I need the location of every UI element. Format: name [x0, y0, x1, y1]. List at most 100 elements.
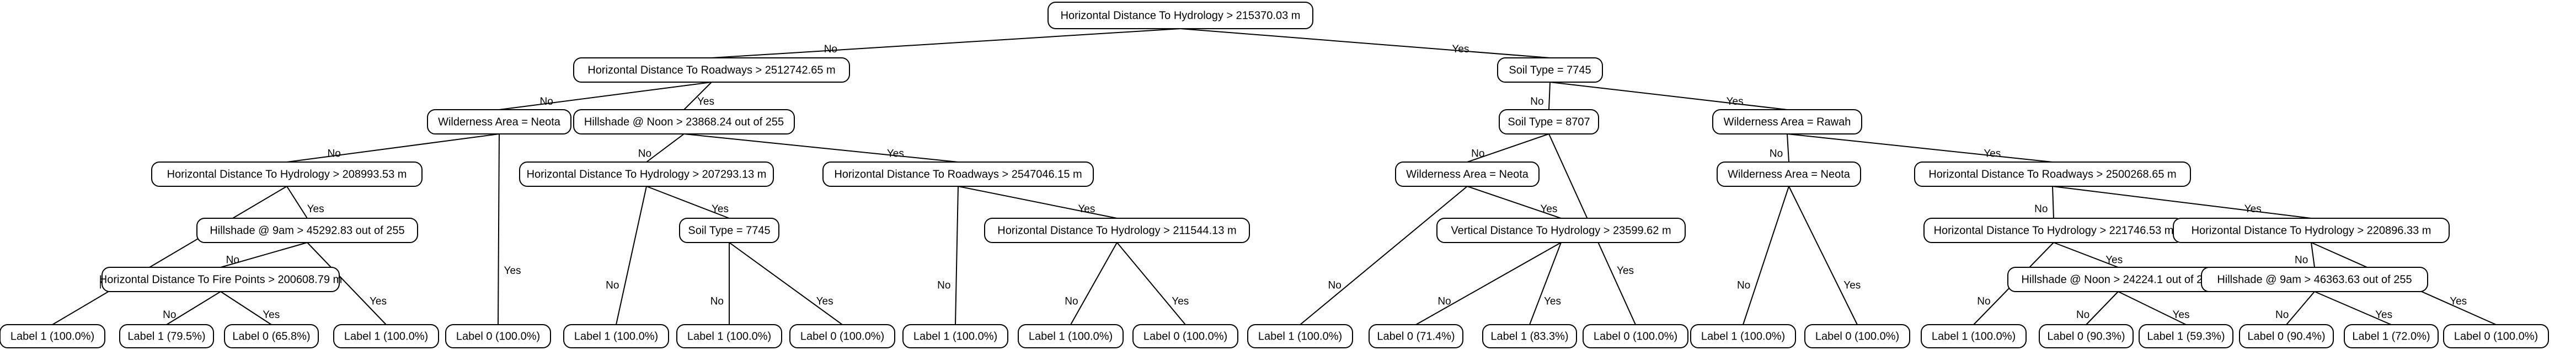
edges-layer: No Yes No Yes No Yes No Yes No Yes No Yes No Yes No Yes… — [52, 28, 2497, 325]
node-label-n18: Horizontal Distance To Hydrology > 22174… — [1934, 224, 2174, 236]
node-box-l12 — [1247, 324, 1353, 348]
edge-label-n15-l14: Yes — [1544, 295, 1561, 307]
edge-n11-l11 — [1116, 242, 1186, 325]
leaf-node-l14: Label 1 (83.3%) — [1482, 324, 1577, 348]
edge-label-n19-l19: No — [2076, 309, 2089, 321]
leaf-node-l1: Label 1 (100.0%) — [0, 324, 105, 348]
node-label-n3: Wilderness Area = Neota — [438, 116, 561, 128]
decision-node-n15: Vertical Distance To Hydrology > 23599.6… — [1436, 218, 1686, 243]
decision-node-n10: Horizontal Distance To Roadways > 254704… — [822, 161, 1094, 187]
edge-n14-n15 — [1467, 186, 1562, 219]
node-label-l8: Label 0 (100.0%) — [800, 330, 884, 342]
node-label-n4: Hillshade @ Noon > 23868.24 out of 255 — [584, 116, 784, 128]
decision-node-n8: Horizontal Distance To Hydrology > 20729… — [519, 161, 774, 187]
leaf-node-l18: Label 1 (100.0%) — [1921, 324, 2027, 348]
leaf-node-l22: Label 1 (72.0%) — [2344, 324, 2439, 348]
node-label-l15: Label 0 (100.0%) — [1594, 330, 1677, 342]
node-label-n1: Horizontal Distance To Roadways > 251274… — [587, 64, 835, 76]
leaf-node-l11: Label 0 (100.0%) — [1132, 324, 1238, 348]
node-label-l20: Label 1 (59.3%) — [2147, 330, 2225, 342]
edge-label-n18-n19: Yes — [2105, 254, 2123, 266]
node-label-n5: Horizontal Distance To Hydrology > 20899… — [167, 168, 407, 180]
decision-node-n5: Horizontal Distance To Hydrology > 20899… — [151, 161, 423, 187]
edge-label-n15-l13: No — [1437, 295, 1451, 307]
edge-n5-n6 — [286, 186, 308, 219]
edge-n1-n3 — [499, 82, 712, 110]
edge-label-n6-n7: No — [226, 254, 239, 266]
edge-label-n10-l9: No — [937, 280, 950, 292]
leaf-node-l12: Label 1 (100.0%) — [1247, 324, 1353, 348]
edge-n12-n14 — [1467, 133, 1549, 163]
edge-label-n3-n5: No — [328, 148, 341, 160]
edge-n20-n21 — [2311, 242, 2315, 268]
node-label-n0: Horizontal Distance To Hydrology > 21537… — [1061, 9, 1301, 21]
decision-node-n12: Soil Type = 8707 — [1499, 109, 1599, 134]
node-label-l18: Label 1 (100.0%) — [1932, 330, 2016, 342]
edge-label-n14-n15: Yes — [1540, 203, 1557, 215]
edge-label-n16-l17: Yes — [1843, 280, 1861, 292]
edge-label-n0-n1: No — [824, 44, 837, 55]
edge-n15-l13 — [1415, 242, 1562, 325]
node-label-l9: Label 1 (100.0%) — [913, 330, 997, 342]
node-label-l16: Label 1 (100.0%) — [1701, 330, 1785, 342]
node-label-l22: Label 1 (72.0%) — [2352, 330, 2430, 342]
edge-label-n16-l16: No — [1737, 280, 1750, 292]
node-box-l22 — [2344, 324, 2439, 348]
node-label-l17: Label 0 (100.0%) — [1815, 330, 1899, 342]
edge-label-n1-n3: No — [540, 96, 553, 107]
edge-label-n4-n10: Yes — [887, 148, 904, 160]
leaf-node-l5: Label 0 (100.0%) — [445, 324, 551, 348]
edge-label-n20-n21: No — [2295, 254, 2308, 266]
leaf-node-l7: Label 1 (100.0%) — [676, 324, 782, 348]
edge-label-n3-l5: Yes — [504, 265, 521, 277]
leaf-node-l17: Label 0 (100.0%) — [1804, 324, 1910, 348]
edge-label-n13-n17: Yes — [1984, 148, 2001, 160]
node-label-n8: Horizontal Distance To Hydrology > 20729… — [527, 168, 767, 180]
edge-label-n6-l4: Yes — [370, 295, 387, 307]
node-box-n15 — [1436, 218, 1686, 243]
node-box-l18 — [1921, 324, 2027, 348]
decision-node-n18: Horizontal Distance To Hydrology > 22174… — [1923, 218, 2184, 243]
node-label-n7: Horizontal Distance To Fire Points > 200… — [99, 273, 342, 286]
leaf-node-l9: Label 1 (100.0%) — [902, 324, 1008, 348]
decision-node-n2: Soil Type = 7745 — [1497, 57, 1603, 83]
leaf-node-l20: Label 1 (59.3%) — [2139, 324, 2233, 348]
leaf-node-l3: Label 0 (65.8%) — [224, 324, 319, 348]
node-label-l14: Label 1 (83.3%) — [1490, 330, 1568, 342]
edge-n19-l20 — [2118, 291, 2187, 325]
edge-label-n8-n9: Yes — [712, 203, 729, 215]
node-label-l7: Label 1 (100.0%) — [687, 330, 771, 342]
leaf-node-l2: Label 1 (79.5%) — [119, 324, 214, 348]
node-label-l1: Label 1 (100.0%) — [10, 330, 94, 342]
edge-n9-l8 — [729, 242, 843, 325]
edge-label-n4-n8: No — [638, 148, 651, 160]
node-label-l23: Label 0 (100.0%) — [2454, 330, 2538, 342]
node-box-n3 — [427, 109, 571, 134]
node-box-n10 — [822, 161, 1094, 187]
decision-node-n11: Horizontal Distance To Hydrology > 21154… — [984, 218, 1250, 243]
decision-node-n16: Wilderness Area = Neota — [1717, 161, 1861, 187]
node-box-n13 — [1712, 109, 1862, 134]
node-label-l11: Label 0 (100.0%) — [1143, 330, 1227, 342]
node-box-n2 — [1497, 57, 1603, 83]
node-box-n6 — [196, 218, 418, 243]
edge-label-n10-n11: Yes — [1078, 203, 1095, 215]
edge-n0-n1 — [711, 28, 1181, 58]
edge-n8-l6 — [616, 186, 647, 325]
edge-n15-l14 — [1529, 242, 1562, 325]
edge-label-n11-l10: No — [1065, 295, 1078, 307]
edge-label-n9-l7: No — [710, 295, 724, 307]
edge-label-n12-l15: Yes — [1617, 265, 1634, 277]
edge-label-n0-n2: Yes — [1452, 44, 1469, 55]
node-box-l2 — [119, 324, 214, 348]
leaf-node-l8: Label 0 (100.0%) — [789, 324, 895, 348]
edge-label-n20-l23: Yes — [2450, 295, 2467, 307]
node-box-l17 — [1804, 324, 1910, 348]
edge-n19-l19 — [2086, 291, 2119, 325]
node-label-l12: Label 1 (100.0%) — [1258, 330, 1342, 342]
edge-n16-l16 — [1743, 186, 1789, 325]
edge-n16-l17 — [1788, 186, 1858, 325]
edge-n3-n5 — [286, 133, 500, 163]
decision-node-n19: Hillshade @ Noon > 24224.1 out of 255 — [2007, 267, 2229, 292]
